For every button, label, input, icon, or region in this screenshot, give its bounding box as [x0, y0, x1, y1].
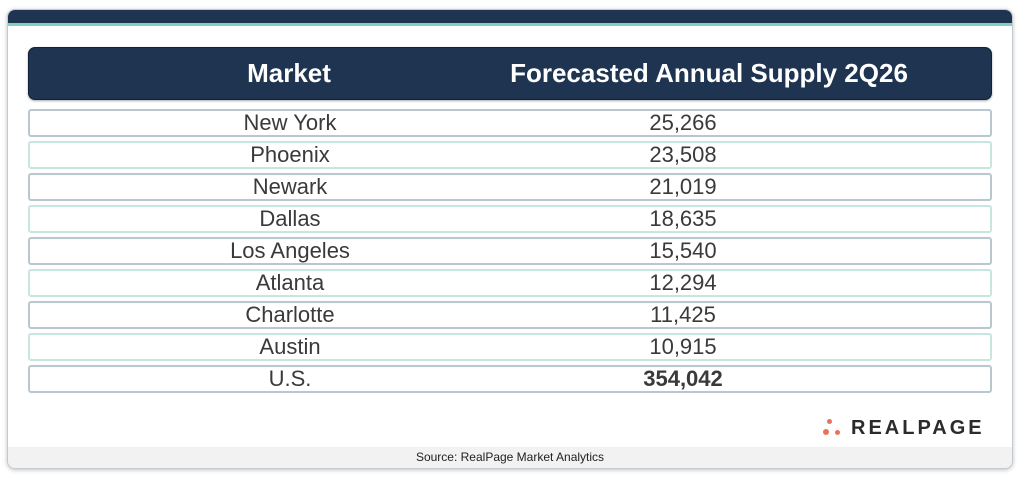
table-card: Market Forecasted Annual Supply 2Q26 New…: [7, 9, 1013, 469]
row-market: Austin: [259, 334, 321, 359]
realpage-dots-icon: [823, 417, 845, 439]
row-value: 11,425: [650, 302, 716, 327]
row-value: 25,266: [649, 110, 717, 135]
table-row: Austin 10,915: [28, 333, 992, 361]
table-row: Atlanta 12,294: [28, 269, 992, 297]
row-market: Dallas: [259, 206, 321, 231]
row-value: 18,635: [649, 206, 717, 231]
realpage-logo: REALPAGE: [823, 416, 985, 440]
header-supply: Forecasted Annual Supply 2Q26: [510, 58, 908, 88]
table-header: Market Forecasted Annual Supply 2Q26: [28, 47, 992, 100]
row-value-total: 354,042: [643, 366, 723, 391]
row-market: Charlotte: [245, 302, 335, 327]
table-row: Newark 21,019: [28, 173, 992, 201]
row-value: 10,915: [649, 334, 717, 359]
header-market: Market: [247, 58, 331, 88]
top-stripe: [8, 10, 1012, 26]
row-market: New York: [243, 110, 337, 135]
source-footer: Source: RealPage Market Analytics: [8, 447, 1012, 468]
row-market: Atlanta: [255, 270, 325, 295]
table-row: Dallas 18,635: [28, 205, 992, 233]
table-row: Los Angeles 15,540: [28, 237, 992, 265]
table-row-total: U.S. 354,042: [28, 365, 992, 393]
row-market: U.S.: [268, 366, 312, 391]
row-value: 12,294: [649, 270, 717, 295]
row-value: 21,019: [649, 174, 717, 199]
row-market: Los Angeles: [230, 238, 350, 263]
logo-wordmark: REALPAGE: [851, 416, 985, 439]
row-market: Phoenix: [250, 142, 330, 167]
table-row: Phoenix 23,508: [28, 141, 992, 169]
row-market: Newark: [252, 174, 328, 199]
table-row: New York 25,266: [28, 109, 992, 137]
row-value: 15,540: [649, 238, 717, 263]
table-row: Charlotte 11,425: [28, 301, 992, 329]
row-value: 23,508: [649, 142, 717, 167]
